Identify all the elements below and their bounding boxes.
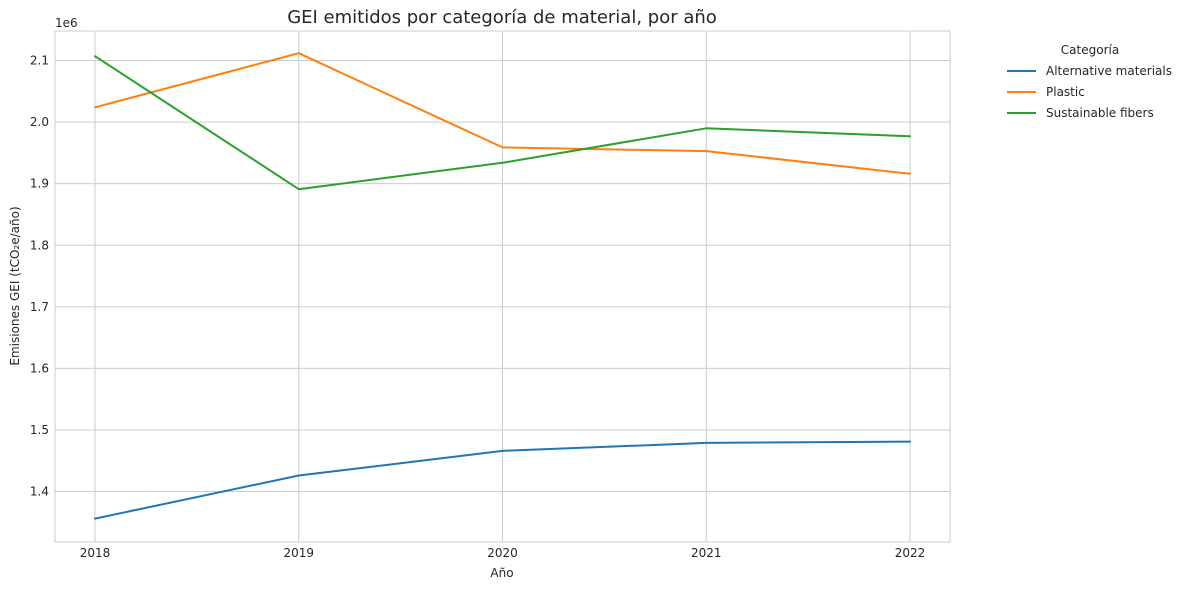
y-tick-label: 1.4 [30,485,49,499]
y-tick-labels: 1.4 1.5 1.6 1.7 1.8 1.9 2.0 2.1 [30,54,49,499]
y-tick-label: 1.7 [30,300,49,314]
series-line-sustainable-fibers [94,55,911,191]
y-tick-label: 1.8 [30,238,49,252]
x-tick-label: 2021 [691,546,722,560]
y-offset-label: 1e6 [55,16,78,30]
x-tick-labels: 2018 2019 2020 2021 2022 [80,546,926,560]
series-line-plastic [94,52,911,175]
y-tick-label: 2.0 [30,115,49,129]
legend: Categoría Alternative materials Plastic Su… [1007,43,1172,120]
x-tick-label: 2018 [80,546,111,560]
x-tick-label: 2022 [895,546,926,560]
legend-title: Categoría [1061,43,1119,57]
y-tick-label: 1.9 [30,177,49,191]
legend-entry: Plastic [1046,85,1085,99]
x-tick-label: 2019 [283,546,314,560]
grid [55,31,950,542]
y-tick-label: 2.1 [30,54,49,68]
chart-title: GEI emitidos por categoría de material, … [287,7,717,28]
y-tick-label: 1.5 [30,423,49,437]
plot-area [54,30,951,543]
x-axis-label: Año [490,566,513,580]
y-tick-label: 1.6 [30,361,49,375]
series-line-alternative-materials [94,440,911,520]
series-lines [94,52,911,520]
legend-entry: Sustainable fibers [1046,106,1154,120]
x-tick-label: 2020 [487,546,518,560]
y-axis-label: Emisiones GEI (tCO₂e/año) [8,206,22,365]
legend-entry: Alternative materials [1046,64,1172,78]
